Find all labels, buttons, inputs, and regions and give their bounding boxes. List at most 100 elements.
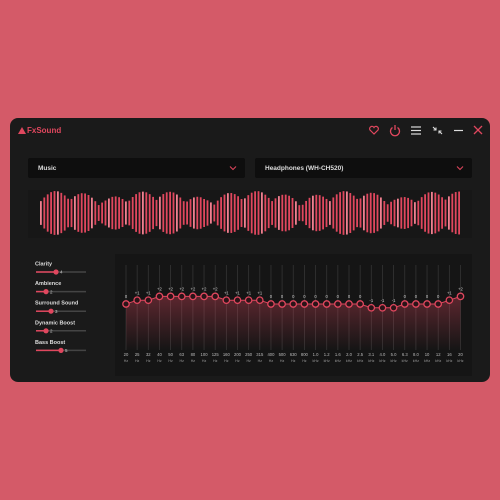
effect-knob[interactable]	[43, 328, 49, 334]
band-unit: Hz	[191, 359, 196, 363]
band-unit: kHz	[312, 359, 318, 363]
band-unit: Hz	[213, 359, 218, 363]
band-knob[interactable]	[389, 303, 398, 312]
band-gain-label: -1	[392, 298, 396, 303]
waveform-bar	[400, 197, 403, 229]
band-knob[interactable]	[445, 296, 454, 305]
waveform-bar	[363, 195, 365, 231]
band-frequency: 25	[135, 352, 140, 357]
band-knob[interactable]	[244, 296, 253, 305]
waveform-bar	[169, 191, 171, 235]
waveform-bar	[189, 199, 192, 227]
waveform-bar	[427, 192, 430, 234]
band-knob[interactable]	[345, 300, 353, 308]
waveform-bar	[216, 200, 219, 226]
waveform-bar	[94, 201, 97, 225]
waveform-bar	[142, 191, 144, 235]
band-knob[interactable]	[189, 292, 197, 301]
effect-knob[interactable]	[43, 289, 49, 295]
waveform-bar	[431, 191, 433, 235]
band-knob[interactable]	[222, 296, 231, 305]
band-frequency: 32	[146, 352, 151, 357]
band-knob[interactable]	[400, 300, 409, 308]
power-button[interactable]	[389, 125, 401, 137]
waveform-bar	[250, 192, 253, 234]
effect-value: 5	[65, 348, 68, 353]
band-knob[interactable]	[233, 296, 242, 305]
band-knob[interactable]	[122, 300, 130, 308]
band-knob[interactable]	[166, 292, 175, 301]
waveform-bar	[267, 197, 270, 229]
waveform-bar	[410, 199, 413, 227]
output-dropdown[interactable]: Headphones (WH-CH520)	[255, 158, 472, 178]
band-knob[interactable]	[155, 292, 164, 301]
band-knob[interactable]	[434, 300, 443, 308]
band-knob[interactable]	[278, 300, 286, 308]
band-knob[interactable]	[378, 303, 387, 312]
favorite-button[interactable]	[369, 125, 379, 135]
band-gain-label: 0	[326, 294, 329, 299]
waveform-bar	[349, 193, 352, 233]
effect-knob[interactable]	[58, 347, 64, 353]
band-knob[interactable]	[133, 296, 141, 305]
waveform-bar	[298, 205, 301, 221]
waveform-bar	[203, 198, 205, 228]
waveform-bar	[223, 194, 226, 232]
band-knob[interactable]	[367, 303, 376, 312]
band-gain-label: +1	[135, 290, 140, 295]
band-knob[interactable]	[356, 300, 364, 308]
waveform-bar	[135, 194, 137, 232]
waveform-bar	[206, 200, 209, 226]
waveform-bar	[390, 201, 392, 225]
waveform-bar	[77, 194, 80, 232]
band-frequency: 200	[234, 352, 242, 357]
band-knob[interactable]	[311, 300, 320, 308]
menu-button[interactable]	[411, 126, 421, 135]
close-button[interactable]	[473, 125, 483, 135]
waveform	[40, 191, 460, 235]
band-unit: kHz	[368, 359, 374, 363]
waveform-bar	[67, 198, 69, 228]
waveform-bar	[97, 205, 100, 221]
waveform-bar	[179, 197, 182, 229]
waveform-bar	[46, 194, 49, 232]
band-knob[interactable]	[423, 300, 431, 308]
band-knob[interactable]	[211, 292, 220, 301]
waveform-bar	[288, 195, 290, 231]
waveform-bar	[220, 197, 222, 229]
waveform-bar	[346, 191, 348, 235]
band-unit: kHz	[446, 359, 452, 363]
band-unit: Hz	[302, 359, 307, 363]
band-knob[interactable]	[322, 300, 331, 308]
band-frequency: 4.0	[380, 352, 386, 357]
band-frequency: 1.6	[335, 352, 341, 357]
waveform-bar	[57, 191, 59, 235]
waveform-bar	[155, 199, 158, 227]
waveform-bar	[454, 192, 457, 234]
band-knob[interactable]	[456, 292, 465, 301]
band-knob[interactable]	[255, 296, 264, 305]
eq-curve-area	[126, 296, 461, 350]
waveform-bar	[138, 192, 141, 234]
effect-knob[interactable]	[48, 308, 54, 314]
band-gain-label: 0	[359, 294, 362, 299]
band-knob[interactable]	[289, 300, 298, 308]
band-knob[interactable]	[333, 300, 342, 308]
waveform-bar	[397, 198, 399, 228]
band-gain-label: +2	[458, 287, 463, 292]
preset-dropdown[interactable]: Music	[28, 158, 245, 178]
band-gain-label: 0	[426, 294, 429, 299]
band-knob[interactable]	[300, 300, 309, 308]
band-unit: kHz	[435, 359, 441, 363]
waveform-bar	[230, 193, 233, 233]
effect-label: Ambience	[35, 281, 61, 287]
band-knob[interactable]	[267, 300, 275, 308]
band-knob[interactable]	[144, 296, 153, 305]
effect-value: 2	[50, 289, 53, 294]
band-knob[interactable]	[412, 300, 420, 308]
effect-knob[interactable]	[53, 269, 59, 275]
band-gain-label: +2	[157, 287, 162, 292]
compact-mode-button[interactable]	[432, 126, 443, 135]
band-knob[interactable]	[177, 292, 186, 301]
band-knob[interactable]	[200, 292, 208, 301]
